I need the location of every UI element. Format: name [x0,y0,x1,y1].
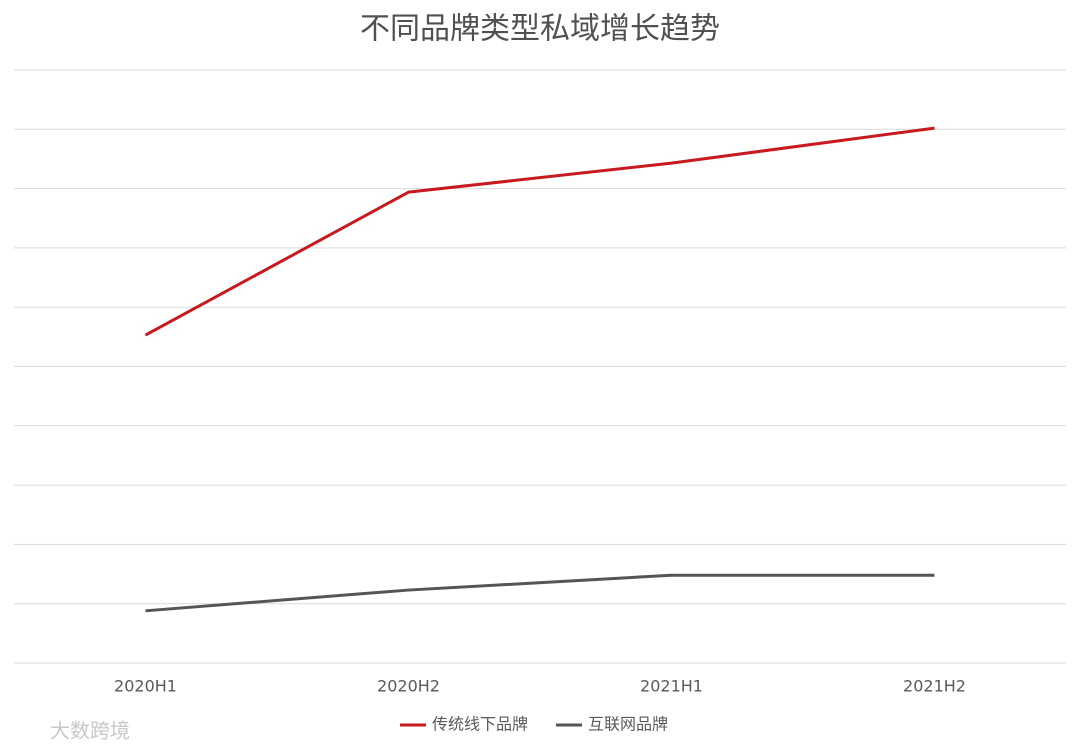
x-tick-label: 2020H2 [377,677,440,696]
legend-label: 互联网品牌 [588,715,668,734]
x-tick-label: 2021H2 [903,677,966,696]
x-tick-label: 2020H1 [114,677,177,696]
series-line [145,573,935,613]
x-tick-label: 2021H1 [640,677,703,696]
watermark: 大数跨境 [50,719,130,743]
chart-title: 不同品牌类型私域增长趋势 [360,12,720,47]
legend-label: 传统线下品牌 [432,715,528,734]
series-line [144,126,935,337]
